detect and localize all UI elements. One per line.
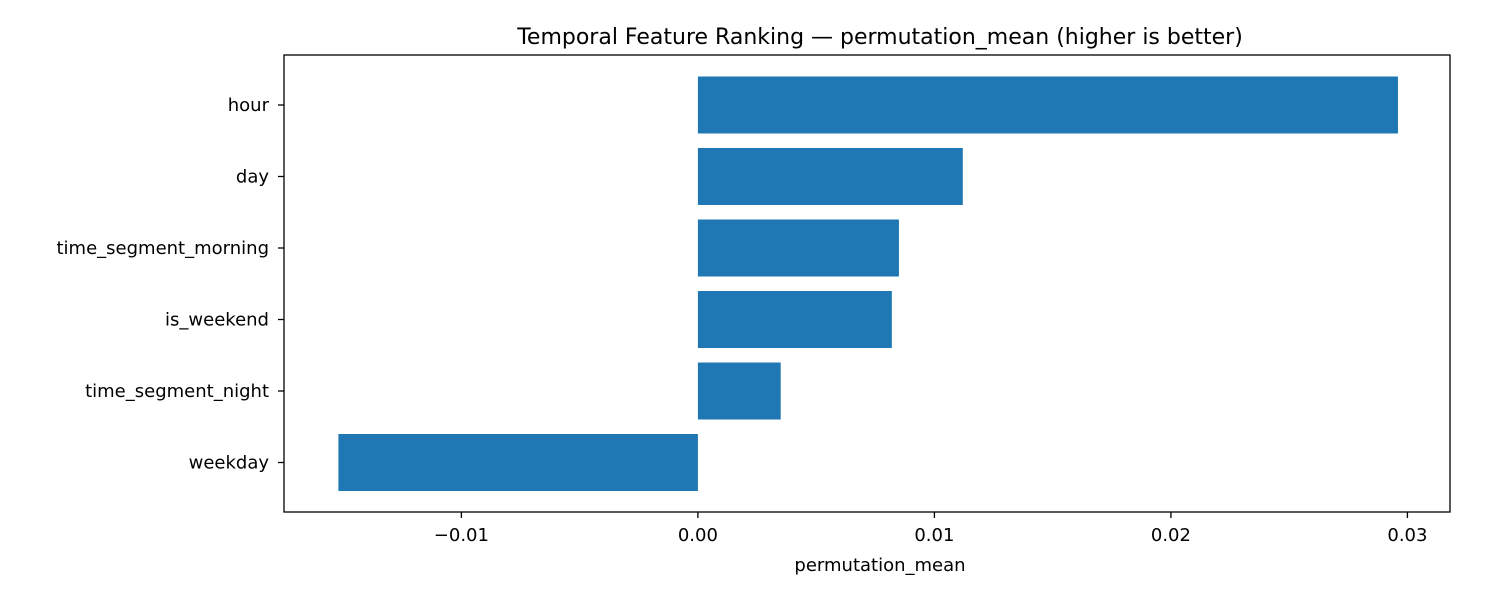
x-tick-label: 0.00 [678,525,718,546]
y-tick-label: hour [228,95,270,116]
bar-time-segment-night [697,362,781,420]
y-tick-label: time_segment_morning [57,238,270,259]
y-axis: hour day time_segment_morning is_weekendtim… [57,95,284,474]
bar-day [697,148,963,205]
x-tick-label: 0.01 [914,525,954,546]
plot-frame [283,54,1451,513]
bar-hour [697,76,1398,134]
x-tick-label: −0.01 [434,525,489,546]
x-tick-label: 0.02 [1151,525,1191,546]
y-tick-label: weekday [189,453,270,474]
x-axis: −0.01 0.00 0.01 0.02 0.03 [434,512,1427,546]
x-tick-label: 0.03 [1387,525,1427,546]
chart-title: Temporal Feature Ranking — permutation_m… [516,25,1243,50]
y-tick-label: time_segment_night [85,381,269,402]
bar-time-segment-morning [697,219,899,277]
y-tick-label: day [236,167,269,188]
y-tick-label: is_weekend [165,310,269,331]
bar-is-weekend [697,291,892,348]
bars-layer [338,76,1398,491]
bar-weekday [338,434,698,491]
x-axis-label: permutation_mean [794,555,965,576]
